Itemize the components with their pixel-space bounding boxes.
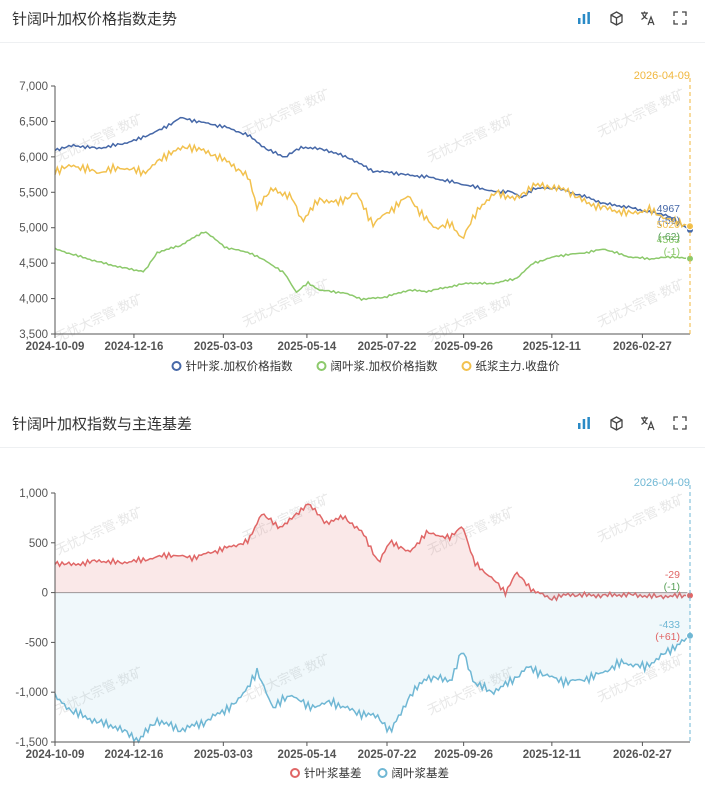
series-end-value: 4563 [657,234,681,246]
y-tick-label: -1,500 [15,737,48,749]
series-area [55,592,690,742]
watermark-text: 无忧大宗管·数矿 [53,111,146,166]
x-tick-label: 2024-12-16 [105,749,164,761]
series-end-change: (+61) [655,631,680,643]
watermark-text: 无忧大宗管·数矿 [595,276,688,331]
date-marker-label: 2026-04-09 [634,70,690,82]
fullscreen-icon[interactable] [671,414,689,432]
y-tick-label: 4,500 [19,258,48,270]
x-tick-label: 2024-10-09 [26,749,85,761]
series-line[interactable] [54,503,690,602]
series-end-value: -433 [659,619,680,631]
x-tick-label: 2025-03-03 [194,749,253,761]
y-tick-label: 6,000 [19,152,48,164]
y-tick-label: -500 [25,637,48,649]
translate-icon[interactable] [639,9,657,27]
panel-header: 针阔叶加权价格指数走势 [0,0,705,36]
legend-marker[interactable] [316,361,327,371]
x-tick-label: 2025-07-22 [358,749,417,761]
watermark-text: 无忧大宗管·数矿 [595,491,688,546]
header-divider [0,447,705,448]
legend-marker[interactable] [377,768,388,778]
y-tick-label: 5,500 [19,187,48,199]
x-tick-label: 2024-12-16 [105,341,164,353]
x-tick-label: 2026-02-27 [613,341,672,353]
price-index-panel: 针阔叶加权价格指数走势 无忧大宗管·数矿 无忧大宗管·数矿 无忧大宗管·数矿 无忧大宗… [0,0,705,395]
x-tick-label: 2025-05-14 [277,341,336,353]
x-tick-label: 2025-09-26 [434,749,493,761]
watermark-text: 无忧大宗管·数矿 [425,111,518,166]
chart-legend: 针叶浆基差 阔叶浆基差 [290,766,450,780]
basis-chart: 无忧大宗管·数矿 无忧大宗管·数矿 无忧大宗管·数矿 无忧大宗管·数矿无忧大宗管·数矿… [15,477,694,780]
chart-toolbar [575,9,689,27]
legend-label[interactable]: 阔叶浆.加权价格指数 [331,359,439,373]
watermark-text: 无忧大宗管·数矿 [240,276,333,331]
bar-chart-icon[interactable] [575,9,593,27]
series-line[interactable] [54,635,691,744]
series-line[interactable] [54,116,691,231]
y-tick-label: 6,500 [19,116,48,128]
price-index-chart: 无忧大宗管·数矿 无忧大宗管·数矿 无忧大宗管·数矿 无忧大宗管·数矿无忧大宗管·数矿… [19,70,694,373]
fullscreen-icon[interactable] [671,9,689,27]
y-tick-label: 1,000 [19,488,48,500]
bar-chart-icon[interactable] [575,414,593,432]
x-tick-label: 2025-05-14 [277,749,336,761]
series-end-change: (-1) [664,246,680,258]
x-tick-label: 2025-12-11 [523,341,582,353]
x-tick-label: 2025-12-11 [523,749,582,761]
watermark-text: 无忧大宗管·数矿 [53,504,146,559]
y-tick-label: 7,000 [19,81,48,93]
series-line[interactable] [54,142,691,240]
basis-panel: 针阔叶加权指数与主连基差 无忧大宗管·数矿 无忧大宗管·数矿 无忧大宗管·数矿 无忧大… [0,405,705,792]
y-tick-label: 5,000 [19,223,48,235]
watermark-text: 无忧大宗管·数矿 [240,86,333,141]
series-end-change: (-1) [664,581,680,593]
legend-label[interactable]: 纸浆主力.收盘价 [476,359,561,373]
translate-icon[interactable] [639,414,657,432]
legend-label[interactable]: 阔叶浆基差 [392,766,450,780]
panel-header: 针阔叶加权指数与主连基差 [0,405,705,441]
series-end-change: (-59) [658,215,680,227]
y-tick-label: 4,000 [19,294,48,306]
x-tick-label: 2025-03-03 [194,341,253,353]
legend-label[interactable]: 针叶浆.加权价格指数 [186,359,294,373]
panel-title: 针阔叶加权指数与主连基差 [12,415,193,433]
watermark-text: 无忧大宗管·数矿 [425,291,518,346]
cube-icon[interactable] [607,414,625,432]
series-end-value: 4967 [657,203,681,215]
legend-marker[interactable] [461,361,472,371]
legend-label[interactable]: 针叶浆基差 [304,766,362,780]
x-tick-label: 2025-09-26 [434,341,493,353]
series-line[interactable] [54,231,691,302]
watermark-text: 无忧大宗管·数矿 [53,291,146,346]
chart-legend: 针叶浆.加权价格指数 阔叶浆.加权价格指数 纸浆主力.收盘价 [171,359,561,373]
x-tick-label: 2026-02-27 [613,749,672,761]
y-tick-label: 0 [42,588,48,600]
date-marker-label: 2026-04-09 [634,477,690,489]
legend-marker[interactable] [171,361,182,371]
watermark-text: 无忧大宗管·数矿 [595,86,688,141]
series-end-value: 5020 [657,219,681,231]
x-tick-label: 2024-10-09 [26,341,85,353]
y-tick-label: 500 [29,538,48,550]
header-divider [0,42,705,43]
panel-title: 针阔叶加权价格指数走势 [12,10,178,28]
series-end-change: (-62) [658,231,680,243]
cube-icon[interactable] [607,9,625,27]
x-tick-label: 2025-07-22 [358,341,417,353]
y-tick-label: 3,500 [19,329,48,341]
series-end-value: -29 [665,569,680,581]
legend-marker[interactable] [290,768,300,778]
chart-toolbar [575,414,689,432]
y-tick-label: -1,000 [15,687,48,699]
